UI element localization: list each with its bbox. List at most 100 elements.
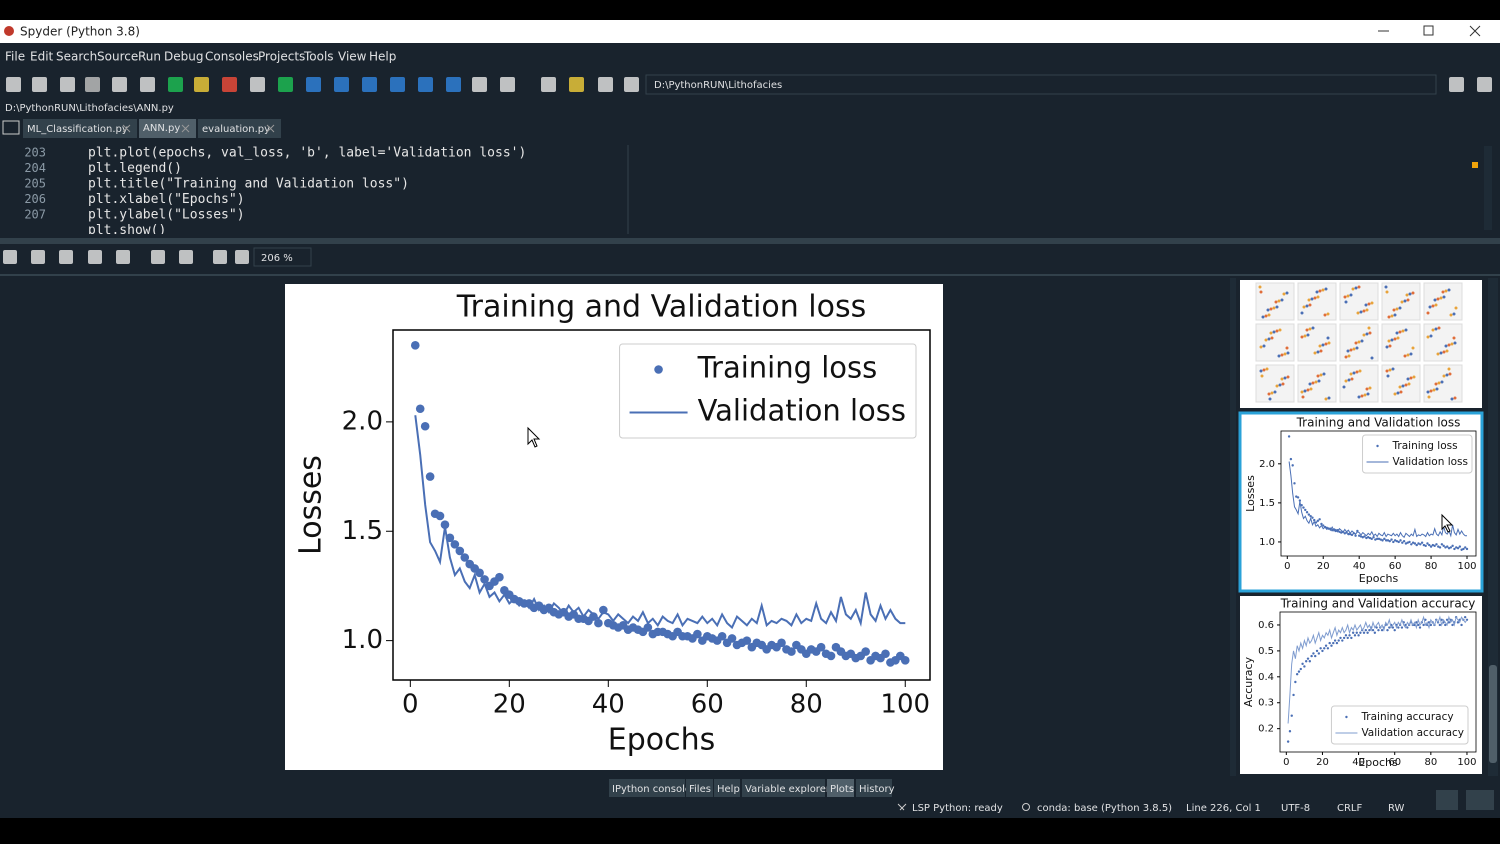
tool-button[interactable] — [3, 250, 17, 264]
tool-button[interactable] — [278, 77, 293, 92]
data-point — [1437, 545, 1440, 548]
y-tick-label: 2.0 — [342, 406, 383, 436]
data-point — [1415, 543, 1418, 547]
data-point — [1460, 548, 1463, 551]
pane-tab[interactable] — [686, 779, 713, 797]
tool-button[interactable] — [500, 77, 515, 92]
tool-button[interactable] — [472, 77, 487, 92]
tool-button[interactable] — [235, 250, 249, 264]
tool-button[interactable] — [151, 250, 165, 264]
menu-item[interactable]: Help — [369, 50, 396, 64]
tool-button[interactable] — [390, 77, 405, 92]
tool-button[interactable] — [569, 77, 584, 92]
tool-button[interactable] — [168, 77, 183, 92]
preview-point — [1277, 354, 1281, 358]
preview-point — [1259, 369, 1263, 373]
tool-button[interactable] — [250, 77, 265, 92]
pane-tab[interactable] — [742, 779, 825, 797]
menu-item[interactable]: Source — [97, 50, 138, 64]
data-point — [1297, 670, 1301, 673]
pause-button[interactable] — [1436, 790, 1458, 810]
thumbnail-scrollbar[interactable] — [1488, 278, 1498, 776]
preview-point — [1303, 389, 1307, 393]
zoom-box[interactable] — [253, 247, 312, 267]
scroll-handle[interactable] — [1489, 665, 1497, 763]
tool-button[interactable] — [85, 77, 100, 92]
restore[interactable] — [1423, 25, 1434, 36]
tool-button[interactable] — [598, 77, 613, 92]
menu-item[interactable]: Edit — [30, 50, 54, 64]
data-point — [1316, 519, 1320, 523]
preview-point — [1308, 382, 1312, 386]
path-box[interactable] — [645, 74, 1437, 95]
preview-point — [1370, 301, 1374, 305]
pane-tab[interactable] — [609, 779, 685, 797]
menu-item[interactable]: Projects — [258, 50, 305, 64]
menu-item[interactable]: Tools — [303, 50, 334, 64]
status-bar: LSP Python: ready conda: base (Python 3.8… — [897, 803, 1405, 814]
tool-button[interactable] — [624, 77, 639, 92]
tool-button[interactable] — [194, 77, 209, 92]
tool-button[interactable] — [334, 77, 349, 92]
pane-tab[interactable] — [714, 779, 740, 797]
tab[interactable] — [23, 119, 137, 138]
tool-button[interactable] — [1477, 77, 1492, 92]
menu-item[interactable]: Run — [138, 50, 161, 64]
preview-point — [1275, 384, 1279, 388]
data-point — [1373, 631, 1377, 634]
tool-button[interactable] — [362, 77, 377, 92]
tool-button[interactable] — [418, 77, 433, 92]
panel — [1255, 364, 1295, 403]
close[interactable] — [1469, 25, 1481, 37]
menu-item[interactable]: Search — [56, 50, 97, 64]
tool-button[interactable] — [222, 77, 237, 92]
status-icon — [897, 803, 907, 811]
tool-button[interactable] — [306, 77, 321, 92]
tool-button[interactable] — [31, 250, 45, 264]
preview-point — [1344, 300, 1348, 304]
layout-button[interactable] — [1466, 790, 1494, 810]
tool-button[interactable] — [179, 250, 193, 264]
data-point — [1392, 540, 1395, 544]
pane-tab[interactable] — [827, 779, 854, 797]
tool-button[interactable] — [140, 77, 155, 92]
browse-tabs[interactable] — [2, 120, 20, 135]
data-point — [1402, 539, 1406, 543]
menu-item[interactable]: View — [338, 50, 367, 64]
tab[interactable] — [198, 119, 281, 138]
tool-button[interactable] — [116, 250, 130, 264]
data-point — [1317, 652, 1321, 655]
pane-tab[interactable] — [856, 779, 892, 797]
tool-button[interactable] — [59, 250, 73, 264]
preview-point — [1327, 341, 1331, 345]
preview-point — [1426, 311, 1430, 315]
x-tick-label: 100 — [1457, 757, 1476, 768]
tool-button[interactable] — [1449, 77, 1464, 92]
tool-button[interactable] — [541, 77, 556, 92]
tab-active[interactable] — [139, 119, 196, 138]
tool-button[interactable] — [60, 77, 75, 92]
tab-close[interactable] — [122, 124, 275, 133]
preview-point — [1346, 349, 1350, 353]
legend-label: Training accuracy — [1360, 711, 1453, 723]
menu-item[interactable]: File — [5, 50, 25, 64]
tool-button[interactable] — [112, 77, 127, 92]
tool-button[interactable] — [88, 250, 102, 264]
tool-button[interactable] — [6, 77, 21, 92]
data-point — [1444, 546, 1447, 549]
data-point — [455, 546, 465, 556]
data-point — [1422, 623, 1425, 627]
data-point — [1433, 544, 1436, 548]
editor-scrollbar[interactable] — [1484, 146, 1492, 230]
tool-button[interactable] — [213, 250, 227, 264]
data-point — [1319, 647, 1322, 650]
data-point — [1289, 457, 1293, 461]
data-point — [1372, 536, 1375, 539]
preview-point — [1349, 293, 1353, 297]
chart-title: Training and Validation accuracy — [1280, 597, 1476, 611]
legend-swatch — [654, 365, 663, 374]
tool-button[interactable] — [32, 77, 47, 92]
tool-button[interactable] — [446, 77, 461, 92]
menu-item[interactable]: Consoles — [205, 50, 259, 64]
menu-item[interactable]: Debug — [164, 50, 203, 64]
